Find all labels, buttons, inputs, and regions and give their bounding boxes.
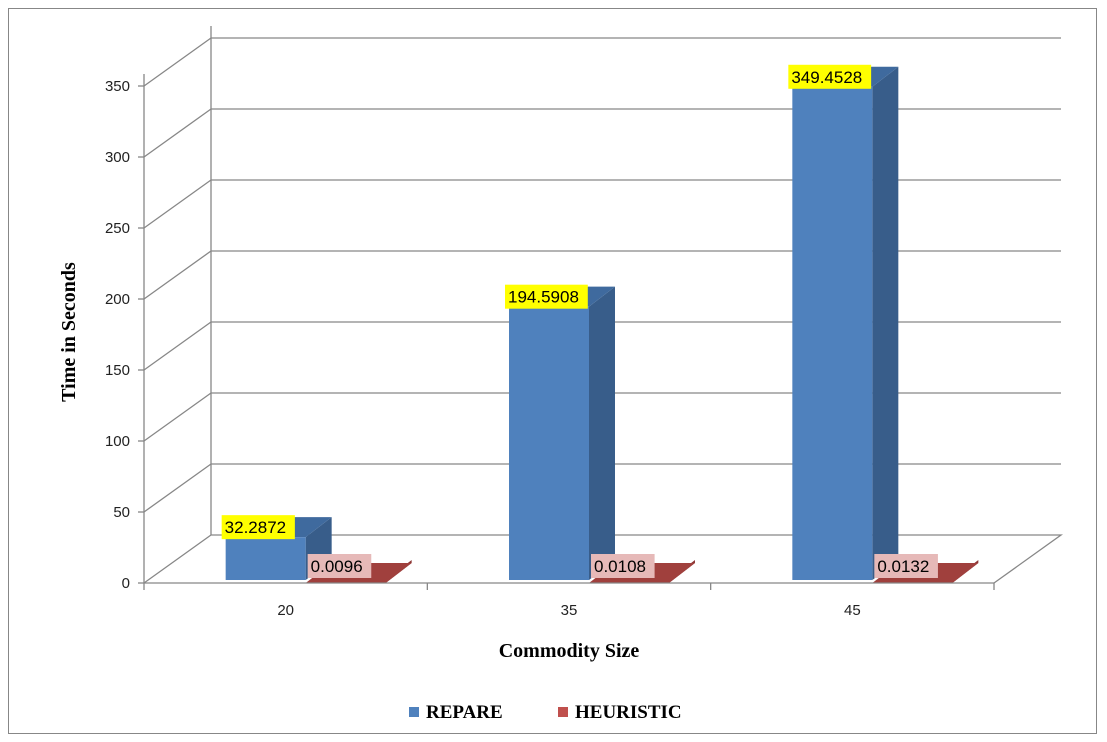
legend-label-repare: REPARE	[426, 702, 503, 723]
x-tick-label-20: 20	[277, 602, 294, 619]
legend-swatch-repare	[409, 707, 419, 717]
gridline-side-200	[143, 250, 212, 300]
chart-frame: 32.2872 194.5908 349.4528 0.0096 0.0108 0.013…	[8, 8, 1097, 734]
repare-bar-35	[509, 286, 615, 580]
repare-bar-35-front	[509, 306, 589, 580]
data-label-bg-heuristic-bar-45	[874, 554, 938, 578]
data-label-repare-bar-35: 194.5908	[508, 288, 579, 307]
legend-label-heuristic: HEURISTIC	[575, 702, 682, 723]
repare-bar-35-side	[589, 286, 615, 580]
data-label-repare-bar-20: 32.2872	[225, 518, 286, 537]
data-labels: 32.2872 194.5908 349.4528 0.0096 0.0108 0.013…	[221, 64, 938, 578]
gridline-side-100	[143, 392, 212, 442]
y-tick-label-250: 250	[105, 220, 130, 237]
y-tick-label-100: 100	[105, 433, 130, 450]
data-label-heuristic-bar-45: 0.0132	[877, 557, 929, 576]
y-tick-label-150: 150	[105, 362, 130, 379]
data-label-bg-heuristic-bar-35	[591, 554, 655, 578]
axes: 0 50 100 150 200 250 300 350 20 35 45	[105, 74, 995, 619]
repare-bar-45-side	[872, 66, 899, 580]
y-tick-label-0: 0	[122, 575, 130, 592]
y-tick-label-200: 200	[105, 291, 130, 308]
data-label-heuristic-bar-35: 0.0108	[594, 557, 646, 576]
data-label-repare-bar-45: 349.4528	[791, 68, 862, 87]
x-tick-label-45: 45	[844, 602, 861, 619]
chart-walls	[143, 26, 1064, 584]
repare-bar-20-front	[225, 537, 306, 580]
y-tick-label-50: 50	[113, 504, 130, 521]
chart-svg: 32.2872 194.5908 349.4528 0.0096 0.0108 0.013…	[58, 26, 1064, 723]
legend: REPARE HEURISTIC	[409, 702, 682, 723]
floor-outline	[143, 534, 1064, 584]
gridline-side-50	[143, 463, 212, 513]
data-label-bg-repare-bar-35	[505, 284, 588, 309]
y-tick-label-350: 350	[105, 78, 130, 95]
gridline-side-250	[143, 179, 212, 229]
gridline-side-300	[143, 108, 212, 158]
data-label-heuristic-bar-20: 0.0096	[311, 557, 363, 576]
legend-swatch-heuristic	[558, 707, 568, 717]
data-label-bg-repare-bar-20	[221, 515, 295, 540]
y-tick-label-300: 300	[105, 149, 130, 166]
data-label-bg-repare-bar-45	[788, 64, 872, 89]
gridline-side-350	[143, 37, 212, 87]
y-axis-title: Time in Seconds	[58, 262, 80, 402]
repare-bar-45-front	[792, 86, 873, 580]
x-tick-label-35: 35	[561, 602, 578, 619]
bars	[225, 66, 979, 583]
x-axis-title: Commodity Size	[499, 640, 640, 662]
data-label-bg-heuristic-bar-20	[307, 554, 372, 578]
gridlines	[143, 37, 1061, 513]
gridline-side-150	[143, 321, 212, 371]
repare-bar-45	[792, 66, 899, 580]
